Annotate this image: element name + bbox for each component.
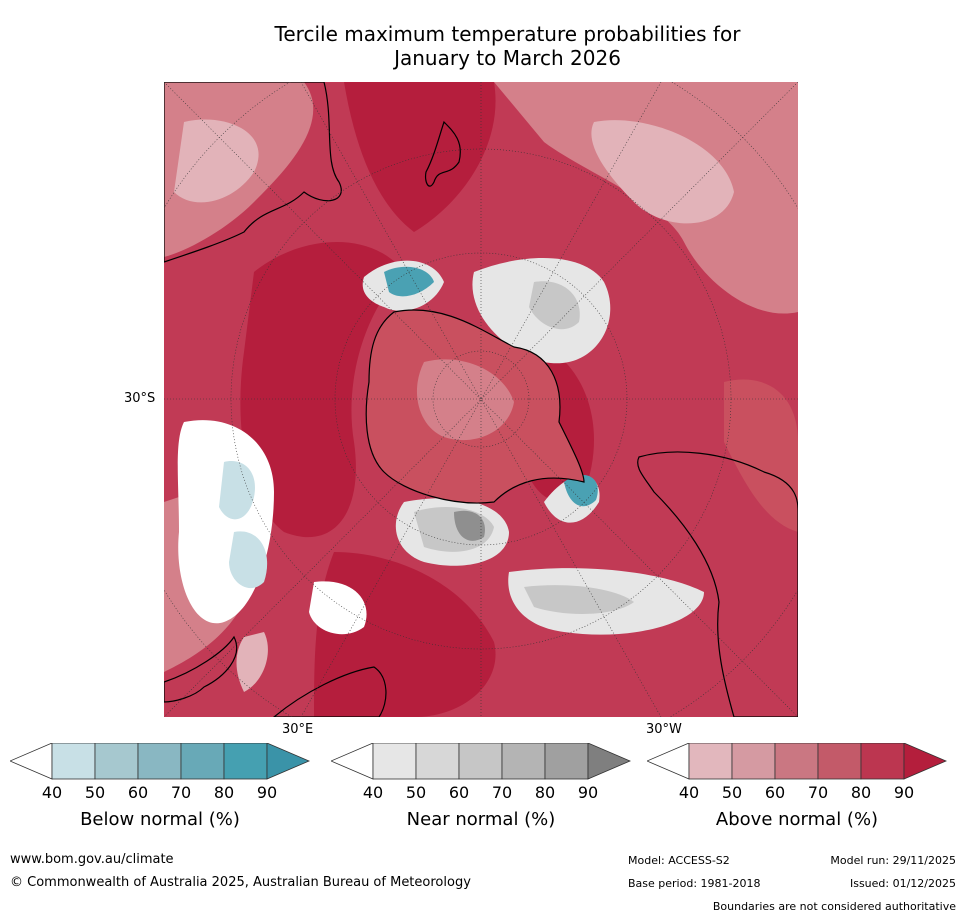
model-run-text: Model run: 29/11/2025 [830,854,956,867]
below-swatch-0 [10,743,53,780]
graticule-diag-2 [164,82,798,717]
below-tick-70: 70 [170,783,192,802]
region-lightblue-sw [229,531,268,589]
above-swatch-1 [688,743,733,780]
above-swatch-0 [647,743,690,780]
near-swatch-3 [458,743,503,780]
region-deepred-n [344,82,496,232]
africa-south-coastline [273,666,387,717]
above-tick-70: 70 [807,783,829,802]
above-swatch-5 [860,743,905,780]
near-swatch-4 [501,743,546,780]
graticule-diag-1 [164,82,798,717]
near-normal-colorbar [331,743,631,780]
region-grey-se [524,585,634,614]
near-swatch-0 [331,743,374,780]
near-swatch-5 [544,743,589,780]
region-grey-ne [529,281,580,330]
near-tick-70: 70 [491,783,513,802]
below-swatch-4 [180,743,225,780]
australia-coastline [164,82,342,263]
near-tick-40: 40 [362,783,384,802]
below-tick-60: 60 [127,783,149,802]
region-lightblue-w [219,461,255,520]
below-tick-80: 80 [213,783,235,802]
above-normal-title: Above normal (%) [715,809,879,830]
model-text: Model: ACCESS-S2 [628,854,730,867]
region-lightpink-s [236,632,268,692]
near-tick-60: 60 [448,783,470,802]
disclaimer-text: Boundaries are not considered authoritat… [712,900,956,913]
near-swatch-6 [587,743,631,780]
region-deepred-w [240,242,404,538]
above-tick-50: 50 [721,783,743,802]
region-midred-e [724,379,798,532]
below-swatch-2 [94,743,139,780]
region-blue-e [564,474,598,507]
graticule-ring-1 [432,350,530,448]
copyright-text: © Commonwealth of Australia 2025, Austra… [10,875,471,890]
chart-title: Tercile maximum temperature probabilitie… [160,22,855,70]
below-tick-40: 40 [41,783,63,802]
title-line-1: Tercile maximum temperature probabilitie… [274,22,741,46]
above-swatch-3 [774,743,819,780]
above-tick-80: 80 [850,783,872,802]
website-link[interactable]: www.bom.gov.au/climate [10,852,174,867]
below-normal-colorbar [10,743,310,780]
near-tick-50: 50 [405,783,427,802]
south-america-coastline [637,451,798,717]
near-normal-title: Near normal (%) [406,809,556,830]
map-canvas [164,82,798,717]
probability-map[interactable] [164,82,798,717]
below-swatch-5 [223,743,268,780]
above-normal-colorbar [647,743,947,780]
region-lightpink-ne [591,120,734,224]
above-swatch-6 [903,743,947,780]
near-swatch-2 [415,743,460,780]
above-tick-60: 60 [764,783,786,802]
above-swatch-2 [731,743,776,780]
below-swatch-3 [137,743,182,780]
near-swatch-1 [372,743,417,780]
antarctica-interior [416,359,514,441]
region-lightpink-nw [174,119,259,203]
below-swatch-1 [51,743,96,780]
near-tick-80: 80 [534,783,556,802]
above-tick-40: 40 [678,783,700,802]
new-zealand-coastline [424,120,461,187]
above-swatch-4 [817,743,862,780]
africa-coastline [164,635,238,703]
below-tick-90: 90 [256,783,278,802]
below-tick-50: 50 [84,783,106,802]
below-swatch-6 [266,743,310,780]
above-tick-90: 90 [893,783,915,802]
issued-text: Issued: 01/12/2025 [849,877,956,890]
base-period-text: Base period: 1981-2018 [628,877,761,890]
region-deepred-s [314,552,496,717]
region-white-ssw [309,581,367,635]
region-darkgrey-s [454,510,485,541]
region-blue-n [384,266,434,297]
lon-label-30e: 30°E [282,722,314,737]
near-tick-90: 90 [577,783,599,802]
lat-label-30s: 30°S [124,391,156,406]
title-line-2: January to March 2026 [394,46,621,70]
below-normal-title: Below normal (%) [80,809,240,830]
lon-label-30w: 30°W [646,722,682,737]
